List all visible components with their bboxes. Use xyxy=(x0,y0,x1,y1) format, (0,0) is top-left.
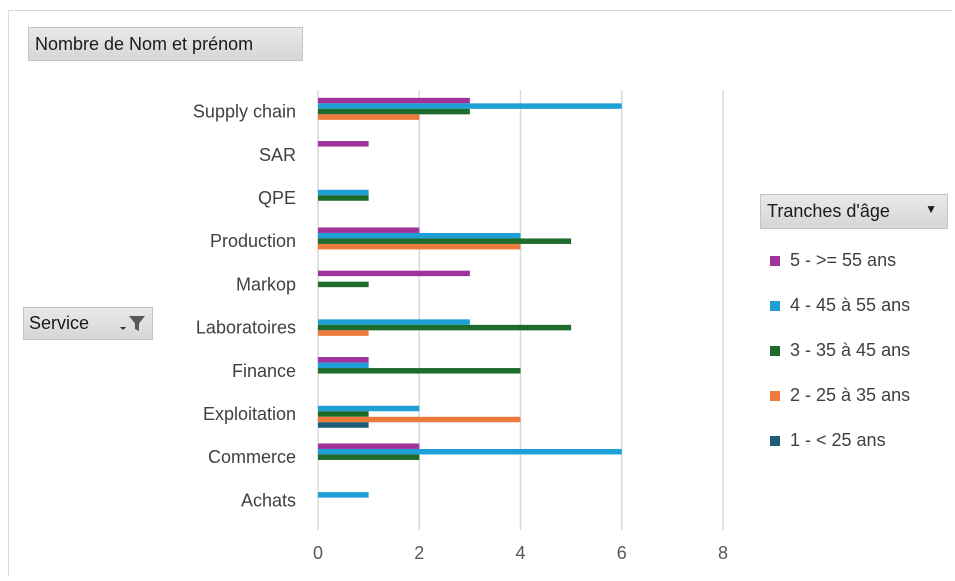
bar[interactable] xyxy=(318,492,369,498)
category-label: Laboratoires xyxy=(196,318,296,338)
bar[interactable] xyxy=(318,319,470,325)
category-label: Commerce xyxy=(208,447,296,467)
category-label: SAR xyxy=(259,145,296,165)
bar[interactable] xyxy=(318,97,470,104)
bar[interactable] xyxy=(318,232,521,239)
bar[interactable] xyxy=(318,189,369,196)
bar[interactable] xyxy=(318,114,420,120)
service-field-label: Service xyxy=(29,313,90,333)
values-field-label: Nombre de Nom et prénom xyxy=(35,33,254,54)
legend-label: 5 - >= 55 ans xyxy=(790,250,897,270)
bar[interactable] xyxy=(318,243,521,250)
bar[interactable] xyxy=(318,103,622,109)
legend-label: 2 - 25 à 35 ans xyxy=(790,385,911,405)
values-field-button[interactable]: Nombre de Nom et prénom xyxy=(28,27,303,61)
chart-legend: 5 - >= 55 ans 4 - 45 à 55 ans 3 - 35 à 45 … xyxy=(770,238,910,463)
legend-item[interactable]: 5 - >= 55 ans xyxy=(770,238,910,283)
category-label: Markop xyxy=(236,274,296,294)
bar[interactable] xyxy=(318,443,420,449)
x-tick-label: 8 xyxy=(718,543,728,563)
legend-swatch xyxy=(770,255,780,266)
legend-item[interactable]: 3 - 35 à 45 ans xyxy=(770,328,910,373)
bar[interactable] xyxy=(318,330,369,336)
dropdown-arrow-icon xyxy=(120,327,126,330)
bar[interactable] xyxy=(318,357,369,363)
x-tick-label: 2 xyxy=(414,543,424,563)
bar[interactable] xyxy=(318,411,369,417)
bar[interactable] xyxy=(318,195,369,201)
legend-label: 4 - 45 à 55 ans xyxy=(790,295,911,315)
x-tick-label: 4 xyxy=(515,543,525,563)
legend-swatch xyxy=(770,300,780,311)
bar[interactable] xyxy=(318,422,369,428)
legend-label: 3 - 35 à 45 ans xyxy=(790,340,911,360)
bar[interactable] xyxy=(318,362,369,369)
legend-swatch xyxy=(770,345,780,356)
x-tick-label: 6 xyxy=(617,543,627,563)
bar[interactable] xyxy=(318,141,369,147)
bar[interactable] xyxy=(318,416,521,423)
legend-swatch xyxy=(770,390,780,401)
legend-swatch xyxy=(770,435,780,446)
category-label: Achats xyxy=(241,490,296,510)
legend-item[interactable]: 4 - 45 à 55 ans xyxy=(770,283,910,328)
pivot-chart-frame xyxy=(8,10,952,576)
dropdown-arrow-icon: ▼ xyxy=(925,202,937,216)
bar[interactable] xyxy=(318,454,420,460)
category-label: Finance xyxy=(232,361,296,381)
category-label: Production xyxy=(210,231,296,251)
bar[interactable] xyxy=(318,108,470,115)
bar[interactable] xyxy=(318,405,420,412)
age-range-field-label: Tranches d'âge xyxy=(767,201,890,221)
bar[interactable] xyxy=(318,324,572,331)
category-label: Exploitation xyxy=(203,404,296,424)
bar[interactable] xyxy=(318,227,420,233)
bar[interactable] xyxy=(318,270,470,277)
legend-item[interactable]: 1 - < 25 ans xyxy=(770,418,910,463)
category-label: QPE xyxy=(258,188,296,208)
service-field-button[interactable]: Service xyxy=(23,307,153,340)
legend-label: 1 - < 25 ans xyxy=(790,430,886,450)
x-tick-label: 0 xyxy=(313,543,323,563)
bar[interactable] xyxy=(318,238,572,244)
age-range-field-button[interactable]: Tranches d'âge ▼ xyxy=(760,194,948,229)
bar[interactable] xyxy=(318,368,521,374)
legend-item[interactable]: 2 - 25 à 35 ans xyxy=(770,373,910,418)
category-label: Supply chain xyxy=(193,102,296,122)
funnel-filter-icon xyxy=(129,316,145,331)
bar[interactable] xyxy=(318,448,622,455)
bar[interactable] xyxy=(318,281,369,288)
